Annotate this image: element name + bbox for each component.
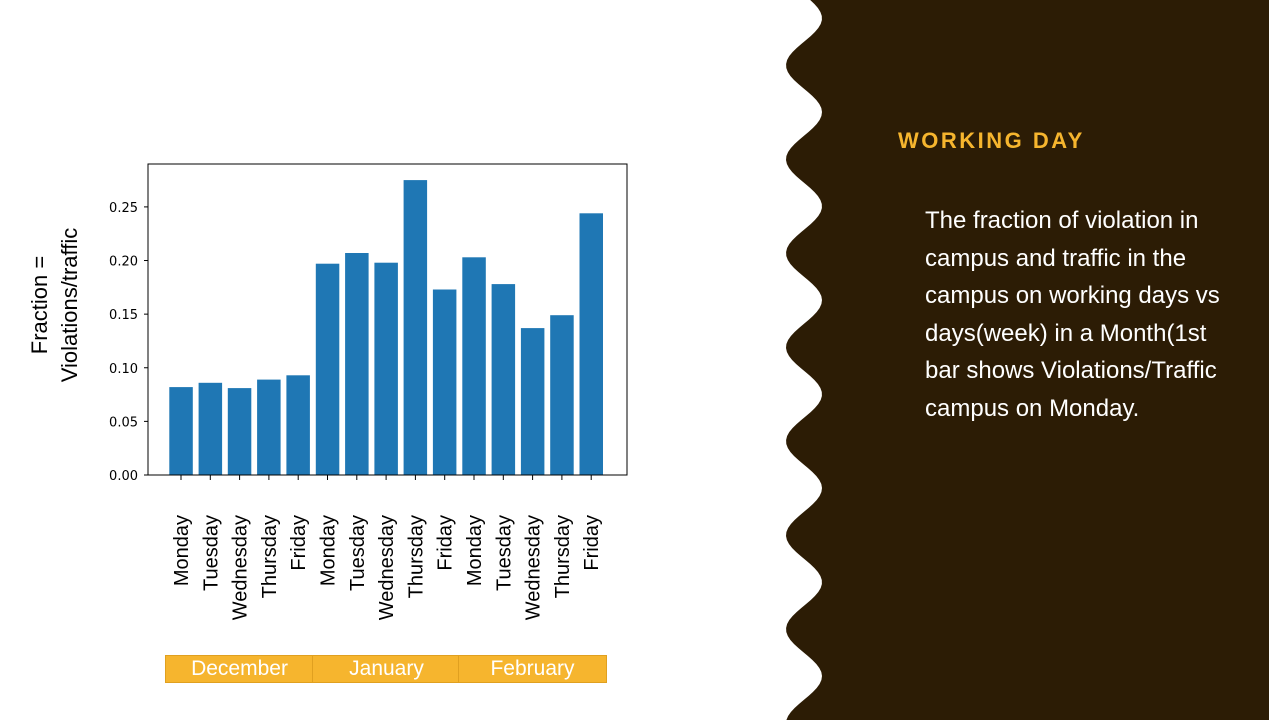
month-label-box: December xyxy=(165,655,314,683)
y-axis-label-line-1: Fraction = xyxy=(27,255,52,355)
bar xyxy=(462,257,486,475)
y-tick-label: 0.25 xyxy=(109,201,138,216)
x-tick-label: Friday xyxy=(435,515,457,571)
month-label-box: January xyxy=(312,655,461,683)
x-tick-label: Monday xyxy=(464,515,486,586)
panel-title: WORKING DAY xyxy=(898,128,1085,153)
x-tick-label: Thursday xyxy=(552,515,574,598)
x-tick-label: Friday xyxy=(288,515,310,571)
x-tick-label: Monday xyxy=(318,515,340,586)
y-tick-label: 0.15 xyxy=(109,308,138,323)
bar xyxy=(227,388,252,475)
x-tick-label: Thursday xyxy=(405,515,427,598)
y-tick-label: 0.00 xyxy=(109,469,138,484)
y-tick-label: 0.10 xyxy=(109,362,138,377)
x-tick-label: Wednesday xyxy=(523,515,545,620)
x-tick-label: Wednesday xyxy=(230,515,252,620)
bar xyxy=(491,284,516,475)
y-axis-label-line-2: Violations/traffic xyxy=(57,227,82,383)
bar xyxy=(520,328,545,475)
month-label-box: February xyxy=(458,655,607,683)
bar xyxy=(403,180,428,475)
wave-panel-shape xyxy=(786,0,1269,720)
bar xyxy=(257,379,281,475)
y-tick-label: 0.05 xyxy=(109,415,138,430)
x-tick-label: Monday xyxy=(171,515,193,586)
x-tick-label: Tuesday xyxy=(493,515,515,591)
bar xyxy=(550,315,574,475)
bar-chart: 0.00 0.05 0.10 0.15 0.20 0.25 Monday Tuesday Wed… xyxy=(109,163,628,620)
bar xyxy=(198,382,223,475)
bar xyxy=(286,375,310,475)
x-tick-label: Tuesday xyxy=(347,515,369,591)
bar xyxy=(315,263,340,475)
x-tick-label: Tuesday xyxy=(200,515,222,591)
plot-frame xyxy=(147,163,628,476)
x-tick-label: Wednesday xyxy=(376,515,398,620)
bar xyxy=(374,262,398,475)
bar xyxy=(169,387,193,475)
y-tick-label: 0.20 xyxy=(109,255,138,270)
panel-body-text: The fraction of violation in campus and … xyxy=(925,207,1220,422)
bar xyxy=(345,253,369,475)
x-tick-label: Friday xyxy=(581,515,603,571)
bar xyxy=(579,213,603,476)
y-axis-label: Fraction = Violations/traffic xyxy=(25,228,85,383)
x-tick-label: Thursday xyxy=(259,515,281,598)
bar xyxy=(432,289,457,475)
